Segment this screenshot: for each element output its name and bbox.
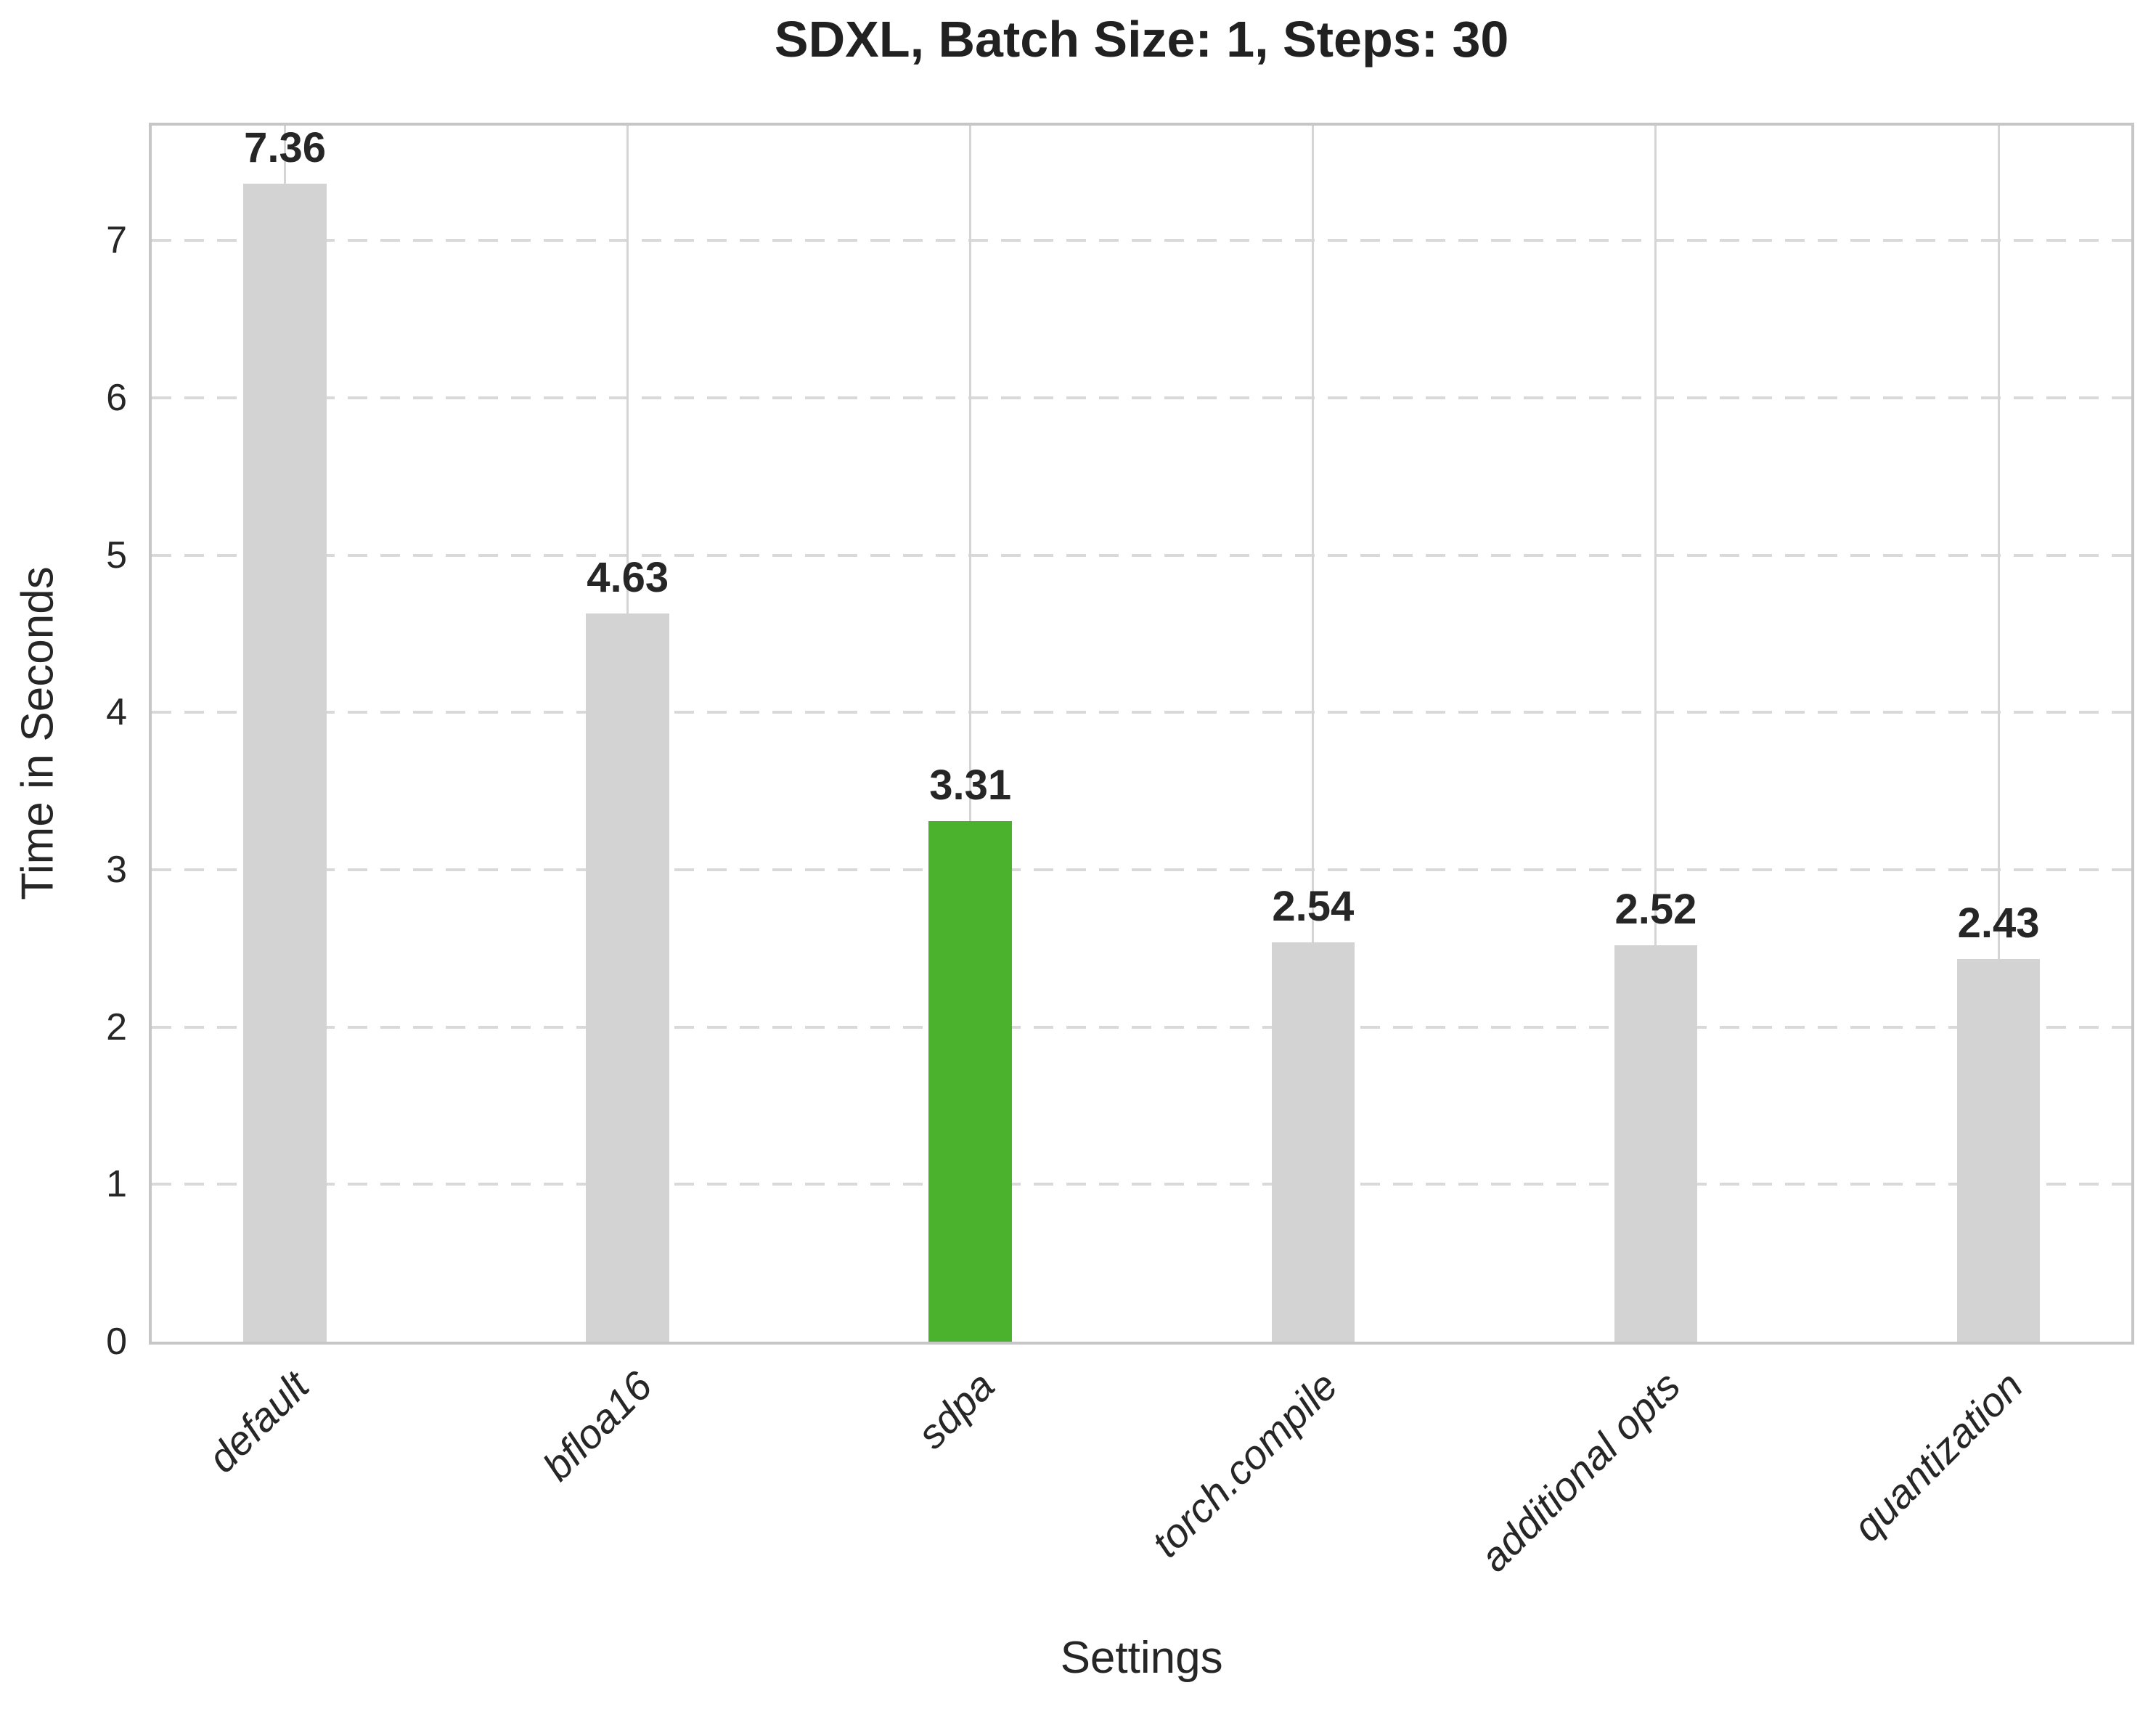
x-tick-label: additional opts — [1471, 1362, 1689, 1581]
h-gridline — [152, 1025, 2132, 1029]
y-tick-label: 3 — [106, 848, 128, 891]
bar-value-label: 2.52 — [1614, 885, 1697, 933]
v-gridline — [1654, 126, 1657, 1342]
bar — [1956, 959, 2041, 1342]
bar-value-label: 2.54 — [1272, 882, 1355, 930]
bar — [243, 184, 327, 1342]
v-gridline — [1312, 126, 1315, 1342]
h-gridline — [152, 1183, 2132, 1186]
bar — [586, 613, 669, 1342]
bar-value-label: 3.31 — [929, 761, 1012, 809]
h-gridline — [152, 239, 2132, 242]
y-tick-label: 7 — [106, 219, 128, 262]
bar-value-label: 4.63 — [587, 553, 669, 601]
bar — [1271, 942, 1355, 1342]
y-tick-label: 4 — [106, 691, 128, 734]
x-tick-label: torch.compile — [1143, 1362, 1347, 1566]
y-tick-label: 0 — [106, 1320, 128, 1363]
v-gridline — [969, 126, 972, 1342]
h-gridline — [152, 711, 2132, 714]
h-gridline — [152, 868, 2132, 871]
y-axis-label: Time in Seconds — [12, 566, 63, 900]
x-tick-label: default — [199, 1362, 318, 1482]
y-tick-label: 6 — [106, 376, 128, 419]
h-gridline — [152, 553, 2132, 557]
v-gridline — [1997, 126, 2000, 1342]
x-tick-label: sdpa — [908, 1362, 1004, 1458]
y-tick-label: 5 — [106, 534, 128, 576]
y-tick-label: 1 — [106, 1163, 128, 1206]
bar-value-label: 2.43 — [1957, 900, 2040, 947]
x-tick-label: quantization — [1844, 1362, 2032, 1550]
bar-highlighted — [928, 820, 1013, 1342]
y-tick-label: 2 — [106, 1006, 128, 1048]
bar — [1614, 945, 1698, 1342]
chart-title: SDXL, Batch Size: 1, Steps: 30 — [774, 11, 1509, 68]
bar-value-label: 7.36 — [244, 124, 326, 172]
h-gridline — [152, 396, 2132, 399]
x-tick-label: bfloa16 — [534, 1362, 661, 1490]
plot-area: 0 1 2 3 4 5 6 7 7.36 default 4.63 bfloa16 3.31 sdpa 2.… — [106, 123, 2135, 1581]
x-axis-label: Settings — [1060, 1633, 1223, 1683]
